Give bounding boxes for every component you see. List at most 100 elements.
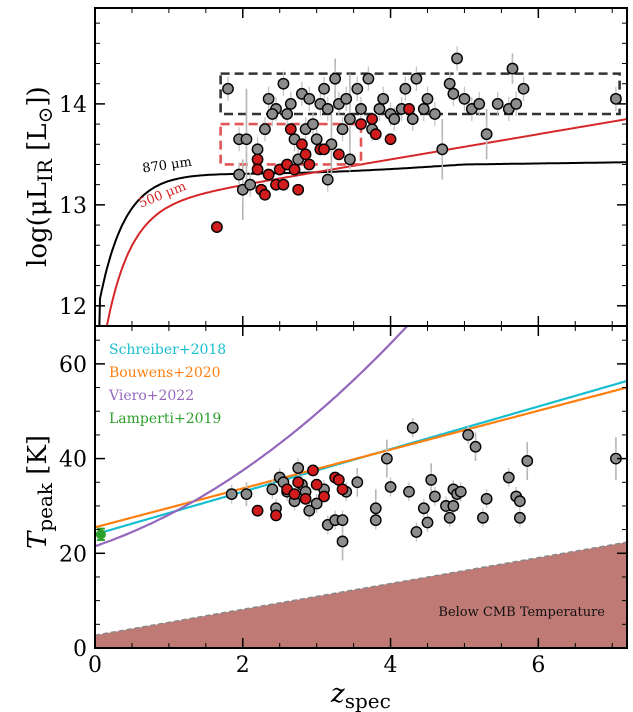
data-point-gray (284, 98, 297, 110)
data-point-gray (388, 113, 401, 125)
data-point-gray (351, 82, 364, 95)
selection-box-gray (219, 72, 621, 116)
data-point-gray (240, 488, 253, 501)
data-point-gray (443, 511, 456, 524)
data-point-gray (480, 128, 493, 141)
data-point-gray (222, 82, 234, 95)
x-label-part: z (330, 679, 345, 709)
data-point-gray (321, 173, 334, 186)
data-point-gray (362, 72, 375, 85)
data-point-red (384, 133, 397, 146)
y-tick-label: 13 (59, 194, 87, 219)
data-point-gray (610, 92, 622, 105)
data-point-gray (266, 483, 279, 496)
data-point-gray (410, 72, 423, 85)
data-point-gray (369, 514, 382, 527)
x-tick-label: 2 (236, 653, 250, 678)
data-point-red (292, 476, 305, 489)
data-point-gray (329, 72, 342, 85)
data-point-gray (473, 98, 486, 110)
y-label-sub: peak (33, 482, 57, 532)
cmb-region-label: Below CMB Temperature (438, 605, 605, 620)
data-point-gray (321, 103, 334, 115)
data-point-gray (307, 118, 319, 130)
data-point-gray (406, 113, 419, 125)
data-point-red (307, 464, 319, 477)
data-point-gray (521, 455, 534, 467)
data-point-gray (380, 452, 393, 465)
data-point-gray (403, 485, 415, 498)
data-point-gray (384, 481, 397, 493)
data-point-red (303, 158, 316, 171)
data-point-red (336, 483, 349, 496)
data-point-gray (377, 92, 390, 105)
data-point-red (251, 153, 264, 166)
data-point-gray (399, 82, 412, 95)
data-point-gray (425, 473, 438, 486)
data-point-gray (303, 92, 316, 105)
y-label-part: ]) (23, 86, 53, 106)
data-point-gray (506, 62, 519, 75)
data-point-gray (277, 77, 290, 90)
data-point-red (288, 163, 301, 176)
y-label-part: T (23, 530, 53, 549)
data-point-gray (436, 143, 449, 156)
data-point-red (332, 148, 345, 161)
data-point-gray (336, 514, 349, 527)
data-point-red (369, 128, 382, 141)
data-point-gray (233, 168, 245, 181)
model-line-viero-2022 (95, 326, 409, 548)
y-axis-label-bottom: Tpeak [K] (23, 435, 57, 549)
data-point-gray (266, 108, 279, 120)
x-tick-label: 4 (384, 653, 398, 678)
data-point-gray (406, 421, 419, 434)
data-point-red (310, 478, 323, 491)
curve-870um (98, 161, 627, 326)
data-point-gray (417, 103, 430, 115)
data-point-gray (310, 497, 323, 510)
y-label-part: log(μL (23, 182, 53, 267)
y-tick-label: 20 (59, 542, 87, 567)
curve-label-870: 870 μm (141, 155, 192, 177)
data-point-red (318, 490, 330, 503)
data-point-gray (451, 52, 463, 65)
data-point-gray (336, 535, 349, 548)
data-point-gray (510, 98, 523, 110)
data-point-gray (417, 502, 430, 515)
data-point-gray (259, 123, 271, 136)
data-point-gray (454, 485, 467, 498)
legend-entry: Lamperti+2019 (109, 411, 221, 427)
x-tick-label: 6 (531, 653, 545, 678)
model-line-bouwens-2020 (95, 386, 627, 529)
data-point-gray (513, 495, 526, 508)
data-point-gray (447, 500, 460, 512)
data-point-red (292, 183, 305, 196)
y-label-sub: IR (33, 158, 57, 182)
y-tick-label: 12 (59, 295, 87, 320)
data-point-red (288, 488, 301, 501)
cmb-boundary (95, 541, 627, 636)
data-point-gray (292, 462, 305, 474)
data-point-gray (513, 511, 526, 524)
data-point-gray (240, 133, 253, 146)
data-point-red (366, 113, 378, 125)
data-point-red (299, 148, 312, 161)
data-point-red (259, 188, 271, 201)
data-point-red (403, 103, 415, 115)
data-point-gray (421, 92, 434, 105)
data-point-gray (225, 488, 238, 501)
y-tick-label: 0 (73, 637, 87, 662)
data-point-red (284, 123, 297, 136)
curve-500um (105, 118, 627, 326)
bottom-frame (94, 325, 628, 649)
legend-entry: Bouwens+2020 (109, 365, 221, 381)
data-point-gray (480, 492, 493, 505)
y-label-part: [L (23, 123, 53, 159)
data-point-gray (428, 490, 441, 503)
bottom-panel: Schreiber+2018 Bouwens+2020 Viero+2022 Lamp… (23, 325, 628, 712)
data-point-gray (281, 108, 294, 120)
y-axis-label-top: log(μLIR [L⊙]) (23, 86, 57, 267)
data-point-red (295, 138, 308, 151)
data-point-gray (355, 103, 367, 115)
